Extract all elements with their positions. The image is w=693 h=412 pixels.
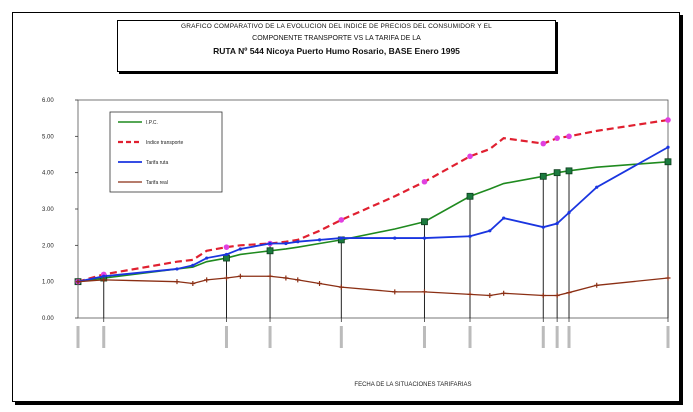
y-tick-label: 4.00 bbox=[42, 171, 54, 177]
data-point bbox=[466, 192, 474, 200]
data-point bbox=[421, 289, 427, 295]
data-point bbox=[665, 275, 671, 281]
data-point bbox=[295, 277, 301, 283]
legend-label: I.P.C. bbox=[146, 120, 158, 126]
data-point bbox=[540, 292, 546, 298]
series-line-1 bbox=[77, 118, 669, 283]
data-point bbox=[237, 273, 243, 279]
data-point bbox=[666, 145, 670, 149]
title-line-2: COMPONENTE TRANSPORTE VS LA TARIFA DE LA bbox=[252, 35, 421, 42]
data-point bbox=[467, 291, 473, 297]
data-point bbox=[502, 216, 506, 220]
y-tick-label: 3.00 bbox=[42, 207, 54, 213]
data-point bbox=[468, 234, 472, 238]
data-point bbox=[554, 292, 560, 298]
data-point bbox=[317, 238, 322, 242]
series-line-2 bbox=[77, 146, 669, 283]
data-point bbox=[555, 221, 559, 226]
x-tick-label-faint bbox=[666, 326, 670, 348]
title-line-3: RUTA Nº 544 Nicoya Puerto Humo Rosario, … bbox=[213, 46, 460, 56]
x-axis-label: FECHA DE LA SITUACIONES TARIFARIAS bbox=[354, 382, 471, 388]
data-point bbox=[567, 211, 571, 215]
data-point bbox=[421, 178, 428, 185]
data-point bbox=[268, 241, 272, 246]
x-tick-label-faint bbox=[339, 326, 343, 348]
data-point bbox=[539, 172, 547, 180]
data-point bbox=[224, 252, 229, 257]
data-point bbox=[204, 277, 210, 283]
data-point bbox=[566, 290, 572, 296]
series-line-3 bbox=[77, 275, 669, 297]
title-line-1: GRAFICO COMPARATIVO DE LA EVOLUCION DEL … bbox=[181, 23, 492, 30]
data-point bbox=[664, 158, 672, 166]
data-point bbox=[174, 279, 180, 285]
data-point bbox=[541, 225, 545, 229]
x-tick-label-faint bbox=[224, 326, 228, 348]
y-tick-label: 5.00 bbox=[42, 134, 54, 140]
legend-label: Tarifa ruta bbox=[146, 160, 168, 166]
data-point bbox=[338, 284, 344, 290]
data-point bbox=[594, 282, 600, 288]
data-point bbox=[392, 289, 398, 295]
data-point bbox=[102, 274, 106, 278]
data-point bbox=[296, 240, 300, 244]
data-point bbox=[554, 135, 560, 141]
x-tick-label-faint bbox=[76, 326, 80, 348]
data-point bbox=[238, 247, 242, 251]
data-point bbox=[421, 218, 428, 226]
x-tick-label-faint bbox=[422, 326, 426, 348]
series-line-0 bbox=[77, 160, 669, 283]
legend-label: Indice transporte bbox=[146, 140, 183, 146]
data-point bbox=[338, 217, 345, 223]
data-point bbox=[566, 133, 572, 140]
data-point bbox=[75, 279, 81, 285]
data-point bbox=[191, 263, 195, 267]
x-tick-label-faint bbox=[567, 326, 571, 348]
data-point bbox=[467, 153, 473, 160]
data-point bbox=[665, 117, 671, 123]
data-point bbox=[101, 277, 107, 283]
data-point bbox=[205, 256, 209, 260]
x-tick-label-faint bbox=[541, 326, 545, 348]
data-point bbox=[267, 273, 273, 279]
data-point bbox=[339, 236, 343, 240]
data-point bbox=[223, 275, 229, 281]
data-point bbox=[422, 236, 427, 240]
data-point bbox=[175, 267, 179, 271]
data-point bbox=[266, 247, 274, 255]
data-point bbox=[223, 244, 230, 250]
data-point bbox=[501, 290, 507, 296]
data-point bbox=[393, 236, 397, 240]
data-point bbox=[190, 280, 196, 286]
data-point bbox=[487, 292, 493, 298]
data-point bbox=[565, 167, 573, 175]
data-point bbox=[284, 241, 288, 246]
y-tick-label: 2.00 bbox=[42, 243, 54, 249]
y-tick-label: 6.00 bbox=[42, 98, 54, 104]
legend bbox=[109, 111, 223, 193]
x-tick-label-faint bbox=[555, 326, 559, 348]
y-tick-label: 1.00 bbox=[42, 280, 54, 286]
x-tick-label-faint bbox=[268, 326, 272, 348]
y-tick-label: 0.00 bbox=[42, 316, 54, 322]
x-tick-label-faint bbox=[468, 326, 472, 348]
data-point bbox=[317, 280, 323, 286]
data-point bbox=[283, 275, 289, 281]
x-tick-label-faint bbox=[102, 326, 106, 348]
legend-label: Tarifa real bbox=[146, 180, 168, 186]
data-point bbox=[488, 229, 492, 233]
data-point bbox=[595, 185, 599, 189]
data-point bbox=[553, 169, 561, 177]
data-point bbox=[540, 140, 547, 147]
chart-title: GRAFICO COMPARATIVO DE LA EVOLUCION DEL … bbox=[117, 20, 556, 72]
